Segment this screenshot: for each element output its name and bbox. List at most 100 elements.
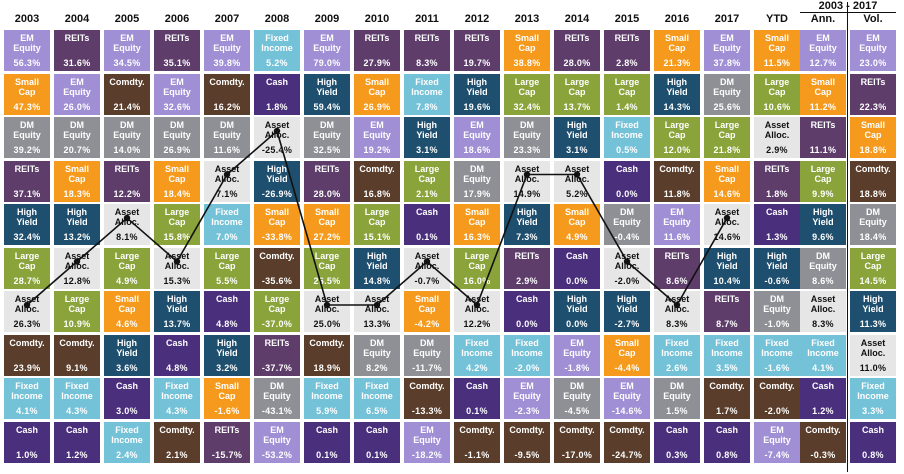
cell-return-value: 4.1% xyxy=(16,406,38,416)
cell-2011-high-yield: High Yield 3.1% xyxy=(404,117,450,158)
cell-2009-large-cap: Large Cap 26.5% xyxy=(304,247,350,289)
cell-2015-em-equity: EM Equity -14.6% xyxy=(604,378,650,419)
cell-return-value: -2.0% xyxy=(614,275,640,286)
cell-2015-high-yield: High Yield -2.7% xyxy=(604,291,650,332)
cell-return-value: 11.8% xyxy=(663,188,691,199)
cell-2004-large-cap: Large Cap 10.9% xyxy=(54,291,100,332)
cell-return-value: -4.5% xyxy=(564,406,590,416)
cell-return-value: -24.7% xyxy=(611,449,643,460)
cell-return-value: 11.2% xyxy=(809,101,837,112)
cell-return-value: 16.8% xyxy=(363,188,391,199)
cell-2013-high-yield: High Yield 7.3% xyxy=(504,204,550,245)
cell-asset-label: DM Equity xyxy=(613,207,641,227)
cell-asset-label: DM Equity xyxy=(513,120,541,140)
cell-asset-label: Asset Alloc. xyxy=(264,120,290,140)
cell-2007-reits: REITs -15.7% xyxy=(204,421,250,463)
cell-2016-em-equity: EM Equity 11.6% xyxy=(654,204,700,245)
cell-2006-high-yield: High Yield 13.7% xyxy=(154,291,200,332)
column-header-2003: 2003 xyxy=(14,13,40,25)
cell-2016-small-cap: Small Cap 21.3% xyxy=(654,30,700,71)
cell-return-value: -0.7% xyxy=(414,275,440,286)
cell-2004-comdty: Comdty. 9.1% xyxy=(54,334,100,376)
cell-asset-label: DM Equity xyxy=(663,381,691,401)
cell-return-value: 3.2% xyxy=(216,362,238,373)
cell-return-value: -1.6% xyxy=(764,362,790,373)
cell-2014-comdty: Comdty. -17.0% xyxy=(554,421,600,463)
cell-asset-label: Small Cap xyxy=(14,76,39,97)
cell-asset-label: Fixed Income xyxy=(361,381,393,401)
cell-return-value: 56.3% xyxy=(13,58,41,68)
cell-return-value: 3.1% xyxy=(416,145,438,155)
cell-asset-label: High Yield xyxy=(812,207,834,227)
cell-return-value: 0.0% xyxy=(566,275,588,286)
cell-return-value: 11.6% xyxy=(213,145,241,155)
cell-asset-label: High Yield xyxy=(516,207,538,227)
cell-asset-label: Cash xyxy=(515,294,538,304)
cell-2017-fixed-income: Fixed Income 3.5% xyxy=(704,334,750,376)
cell-asset-label: Fixed Income xyxy=(857,381,889,401)
cell-return-value: 18.9% xyxy=(313,362,341,373)
cell-return-value: 22.3% xyxy=(859,101,887,112)
cell-asset-label: REITs xyxy=(64,33,90,43)
cell-return-value: 11.5% xyxy=(763,58,791,68)
cell-asset-label: EM Equity xyxy=(263,424,291,445)
cell-2012-reits: REITs 19.7% xyxy=(454,30,500,71)
cell-asset-label: Cash xyxy=(465,381,488,391)
cell-asset-label: DM Equity xyxy=(809,250,837,271)
cell-2011-fixed-income: Fixed Income 7.8% xyxy=(404,73,450,115)
cell-asset-label: Fixed Income xyxy=(661,337,693,358)
cell-2003-small-cap: Small Cap 47.3% xyxy=(4,73,50,115)
cell-return-value: 18.4% xyxy=(859,232,887,242)
cell-2011-em-equity: EM Equity -18.2% xyxy=(404,421,450,463)
cell-asset-label: Fixed Income xyxy=(461,337,493,358)
column-header-2014: 2014 xyxy=(564,13,590,25)
cell-asset-label: Asset Alloc. xyxy=(860,337,886,358)
cell-asset-label: Large Cap xyxy=(860,250,886,271)
cell-ann-high-yield: High Yield 9.6% xyxy=(800,204,846,245)
cell-return-value: 8.7% xyxy=(716,319,738,329)
cell-asset-label: Large Cap xyxy=(64,294,90,314)
cell-2014-dm-equity: DM Equity -4.5% xyxy=(554,378,600,419)
cell-2003-large-cap: Large Cap 28.7% xyxy=(4,247,50,289)
cell-2006-cash: Cash 4.8% xyxy=(154,334,200,376)
asset-allocation-point-2012 xyxy=(473,301,481,309)
cell-return-value: 5.5% xyxy=(216,275,238,286)
cell-2017-em-equity: EM Equity 37.8% xyxy=(704,30,750,71)
cell-asset-label: Comdty. xyxy=(659,163,695,174)
cell-asset-label: Large Cap xyxy=(514,76,540,97)
cell-return-value: -2.0% xyxy=(514,362,540,373)
cell-2012-dm-equity: DM Equity 17.9% xyxy=(454,160,500,202)
cell-asset-label: Fixed Income xyxy=(161,381,193,401)
cell-asset-label: Fixed Income xyxy=(511,337,543,358)
column-header-2016: 2016 xyxy=(664,13,690,25)
cell-2003-dm-equity: DM Equity 39.2% xyxy=(4,117,50,158)
cell-ytd-em-equity: EM Equity -7.4% xyxy=(754,421,800,463)
cell-vol-asset-alloc: Asset Alloc. 11.0% xyxy=(850,334,896,376)
cell-2005-large-cap: Large Cap 4.9% xyxy=(104,247,150,289)
cell-2008-reits: REITs -37.7% xyxy=(254,334,300,376)
cell-asset-label: Comdty. xyxy=(309,337,345,348)
cell-return-value: 2.9% xyxy=(516,275,538,286)
column-header-2006: 2006 xyxy=(164,13,190,25)
cell-asset-label: Small Cap xyxy=(614,337,639,358)
cell-return-value: -1.0% xyxy=(764,319,790,329)
asset-allocation-point-2011 xyxy=(423,258,431,265)
cell-2005-dm-equity: DM Equity 14.0% xyxy=(104,117,150,158)
cell-asset-label: EM Equity xyxy=(809,33,837,53)
cell-return-value: 21.3% xyxy=(663,58,691,68)
cell-return-value: 2.9% xyxy=(766,145,788,155)
cell-return-value: 16.3% xyxy=(463,232,491,242)
cell-asset-label: Cash xyxy=(615,163,638,174)
cell-asset-label: DM Equity xyxy=(413,337,441,358)
cell-return-value: -4.4% xyxy=(614,362,640,373)
cell-2006-asset-alloc: Asset Alloc. 15.3% xyxy=(154,247,200,289)
cell-asset-label: Cash xyxy=(265,76,288,87)
cell-asset-label: Fixed Income xyxy=(311,381,343,401)
cell-2013-large-cap: Large Cap 32.4% xyxy=(504,73,550,115)
cell-ann-em-equity: EM Equity 12.7% xyxy=(800,30,846,71)
cell-2004-small-cap: Small Cap 18.3% xyxy=(54,160,100,202)
cell-2013-cash: Cash 0.0% xyxy=(504,291,550,332)
column-header-vol: Vol. xyxy=(863,13,883,25)
cell-2003-asset-alloc: Asset Alloc. 26.3% xyxy=(4,291,50,332)
cell-ann-large-cap: Large Cap 9.9% xyxy=(800,160,846,202)
